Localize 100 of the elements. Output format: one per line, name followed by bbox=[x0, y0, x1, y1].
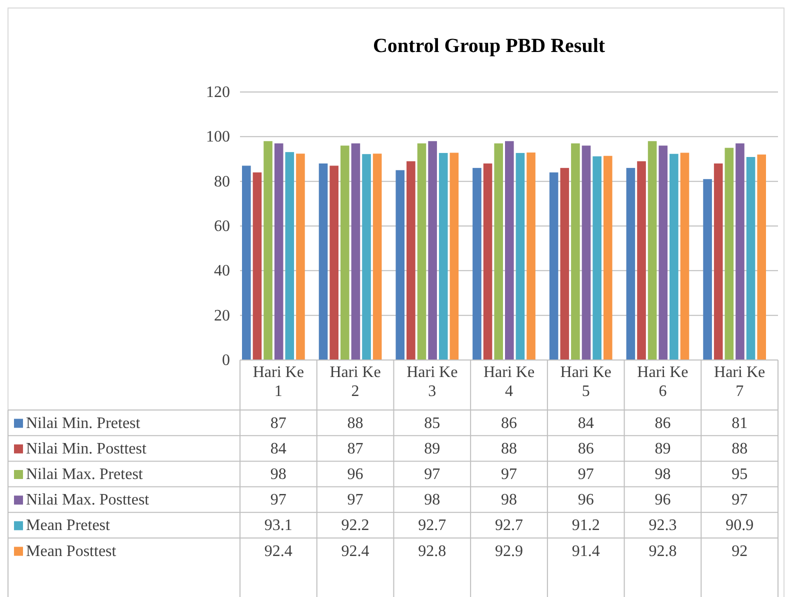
data-label: 92.3 bbox=[648, 517, 677, 534]
data-label: 88 bbox=[732, 440, 748, 458]
x-tick-label: Hari Ke 2 bbox=[330, 364, 381, 400]
y-tick-label: 80 bbox=[214, 173, 230, 190]
data-label: 81 bbox=[732, 414, 748, 432]
data-label: 96 bbox=[654, 492, 671, 509]
legend-label: Nilai Max. Posttest bbox=[26, 492, 150, 509]
x-tick-label: Hari Ke 5 bbox=[560, 364, 612, 400]
x-tick-label: Hari Ke 7 bbox=[714, 364, 766, 400]
data-label: 98 bbox=[424, 492, 440, 509]
data-label: 92.4 bbox=[264, 542, 292, 560]
data-label: 92.8 bbox=[418, 542, 446, 560]
data-label: 92.4 bbox=[341, 542, 370, 560]
bar bbox=[450, 152, 459, 360]
bar bbox=[472, 168, 482, 360]
data-label: 86 bbox=[654, 414, 671, 432]
data-label: 84 bbox=[270, 440, 286, 458]
bar bbox=[746, 156, 756, 360]
data-label: 87 bbox=[347, 440, 364, 458]
data-label: 87 bbox=[270, 414, 286, 432]
bar bbox=[549, 172, 558, 360]
bar bbox=[417, 143, 426, 360]
bar bbox=[505, 141, 514, 360]
data-label: 91.4 bbox=[572, 542, 600, 560]
data-label: 85 bbox=[424, 414, 440, 432]
data-label: 96 bbox=[578, 492, 594, 509]
bar bbox=[318, 163, 328, 360]
data-label: 93.1 bbox=[264, 517, 292, 534]
legend-label: Mean Posttest bbox=[26, 542, 117, 560]
bar bbox=[242, 166, 251, 360]
bar bbox=[296, 154, 305, 360]
data-label: 86 bbox=[578, 440, 594, 458]
bar bbox=[592, 156, 602, 360]
bar bbox=[582, 146, 591, 360]
data-label: 88 bbox=[347, 414, 364, 432]
data-label: 92 bbox=[732, 542, 748, 560]
data-label: 98 bbox=[654, 466, 671, 483]
bar bbox=[362, 154, 371, 360]
data-label: 89 bbox=[654, 440, 671, 458]
bar bbox=[438, 152, 448, 360]
data-label: 97 bbox=[578, 466, 594, 483]
data-label: 98 bbox=[501, 492, 517, 509]
data-label: 97 bbox=[424, 466, 440, 483]
bar bbox=[648, 141, 657, 360]
bar bbox=[372, 154, 382, 360]
bar bbox=[670, 154, 678, 360]
chart-title: Control Group PBD Result bbox=[372, 35, 606, 57]
bar bbox=[406, 161, 416, 360]
x-tick-label: Hari Ke 3 bbox=[406, 364, 458, 400]
bar bbox=[340, 146, 350, 360]
bar bbox=[757, 154, 766, 360]
bar bbox=[526, 152, 536, 360]
legend-label: Nilai Min. Posttest bbox=[26, 440, 148, 458]
y-tick-label: 0 bbox=[222, 352, 230, 369]
data-label: 90.9 bbox=[726, 517, 754, 534]
data-label: 96 bbox=[347, 466, 364, 483]
legend-label: Mean Pretest bbox=[26, 517, 111, 534]
bar bbox=[680, 152, 690, 360]
data-label: 97 bbox=[501, 466, 517, 483]
y-tick-label: 120 bbox=[206, 84, 230, 101]
bar bbox=[483, 163, 492, 360]
bar bbox=[285, 152, 294, 360]
y-tick-label: 20 bbox=[214, 307, 230, 324]
data-label: 92.7 bbox=[418, 517, 446, 534]
data-label: 92.8 bbox=[648, 542, 677, 560]
bar bbox=[516, 152, 525, 360]
data-label: 91.2 bbox=[572, 517, 600, 534]
legend-label: Nilai Min. Pretest bbox=[26, 414, 141, 432]
x-tick-label: Hari Ke 4 bbox=[483, 364, 535, 400]
bar bbox=[658, 146, 668, 360]
bar bbox=[626, 168, 636, 360]
bar bbox=[351, 143, 360, 360]
bar bbox=[571, 143, 580, 360]
bar bbox=[724, 148, 734, 360]
data-label: 92.2 bbox=[341, 517, 370, 534]
x-tick-label: Hari Ke 6 bbox=[637, 364, 688, 400]
data-label: 92.7 bbox=[495, 517, 523, 534]
data-label: 97 bbox=[732, 492, 748, 509]
bar bbox=[330, 166, 338, 360]
data-label: 98 bbox=[270, 466, 286, 483]
bar bbox=[264, 141, 272, 360]
data-label: 97 bbox=[270, 492, 286, 509]
bar bbox=[428, 141, 437, 360]
bar bbox=[603, 156, 612, 360]
data-label: 84 bbox=[578, 414, 594, 432]
bar bbox=[703, 179, 712, 360]
bar bbox=[714, 163, 723, 360]
data-label: 88 bbox=[501, 440, 517, 458]
y-tick-label: 60 bbox=[214, 218, 230, 235]
bar bbox=[396, 170, 405, 360]
legend-label: Nilai Max. Pretest bbox=[26, 466, 144, 483]
bar bbox=[274, 143, 284, 360]
x-tick-label: Hari Ke 1 bbox=[252, 364, 304, 400]
data-label: 89 bbox=[424, 440, 440, 458]
data-label: 95 bbox=[732, 466, 748, 483]
bar bbox=[560, 168, 570, 360]
data-label: 92.9 bbox=[495, 542, 523, 560]
data-label: 97 bbox=[347, 492, 364, 509]
bar bbox=[736, 143, 744, 360]
bar bbox=[637, 161, 646, 360]
